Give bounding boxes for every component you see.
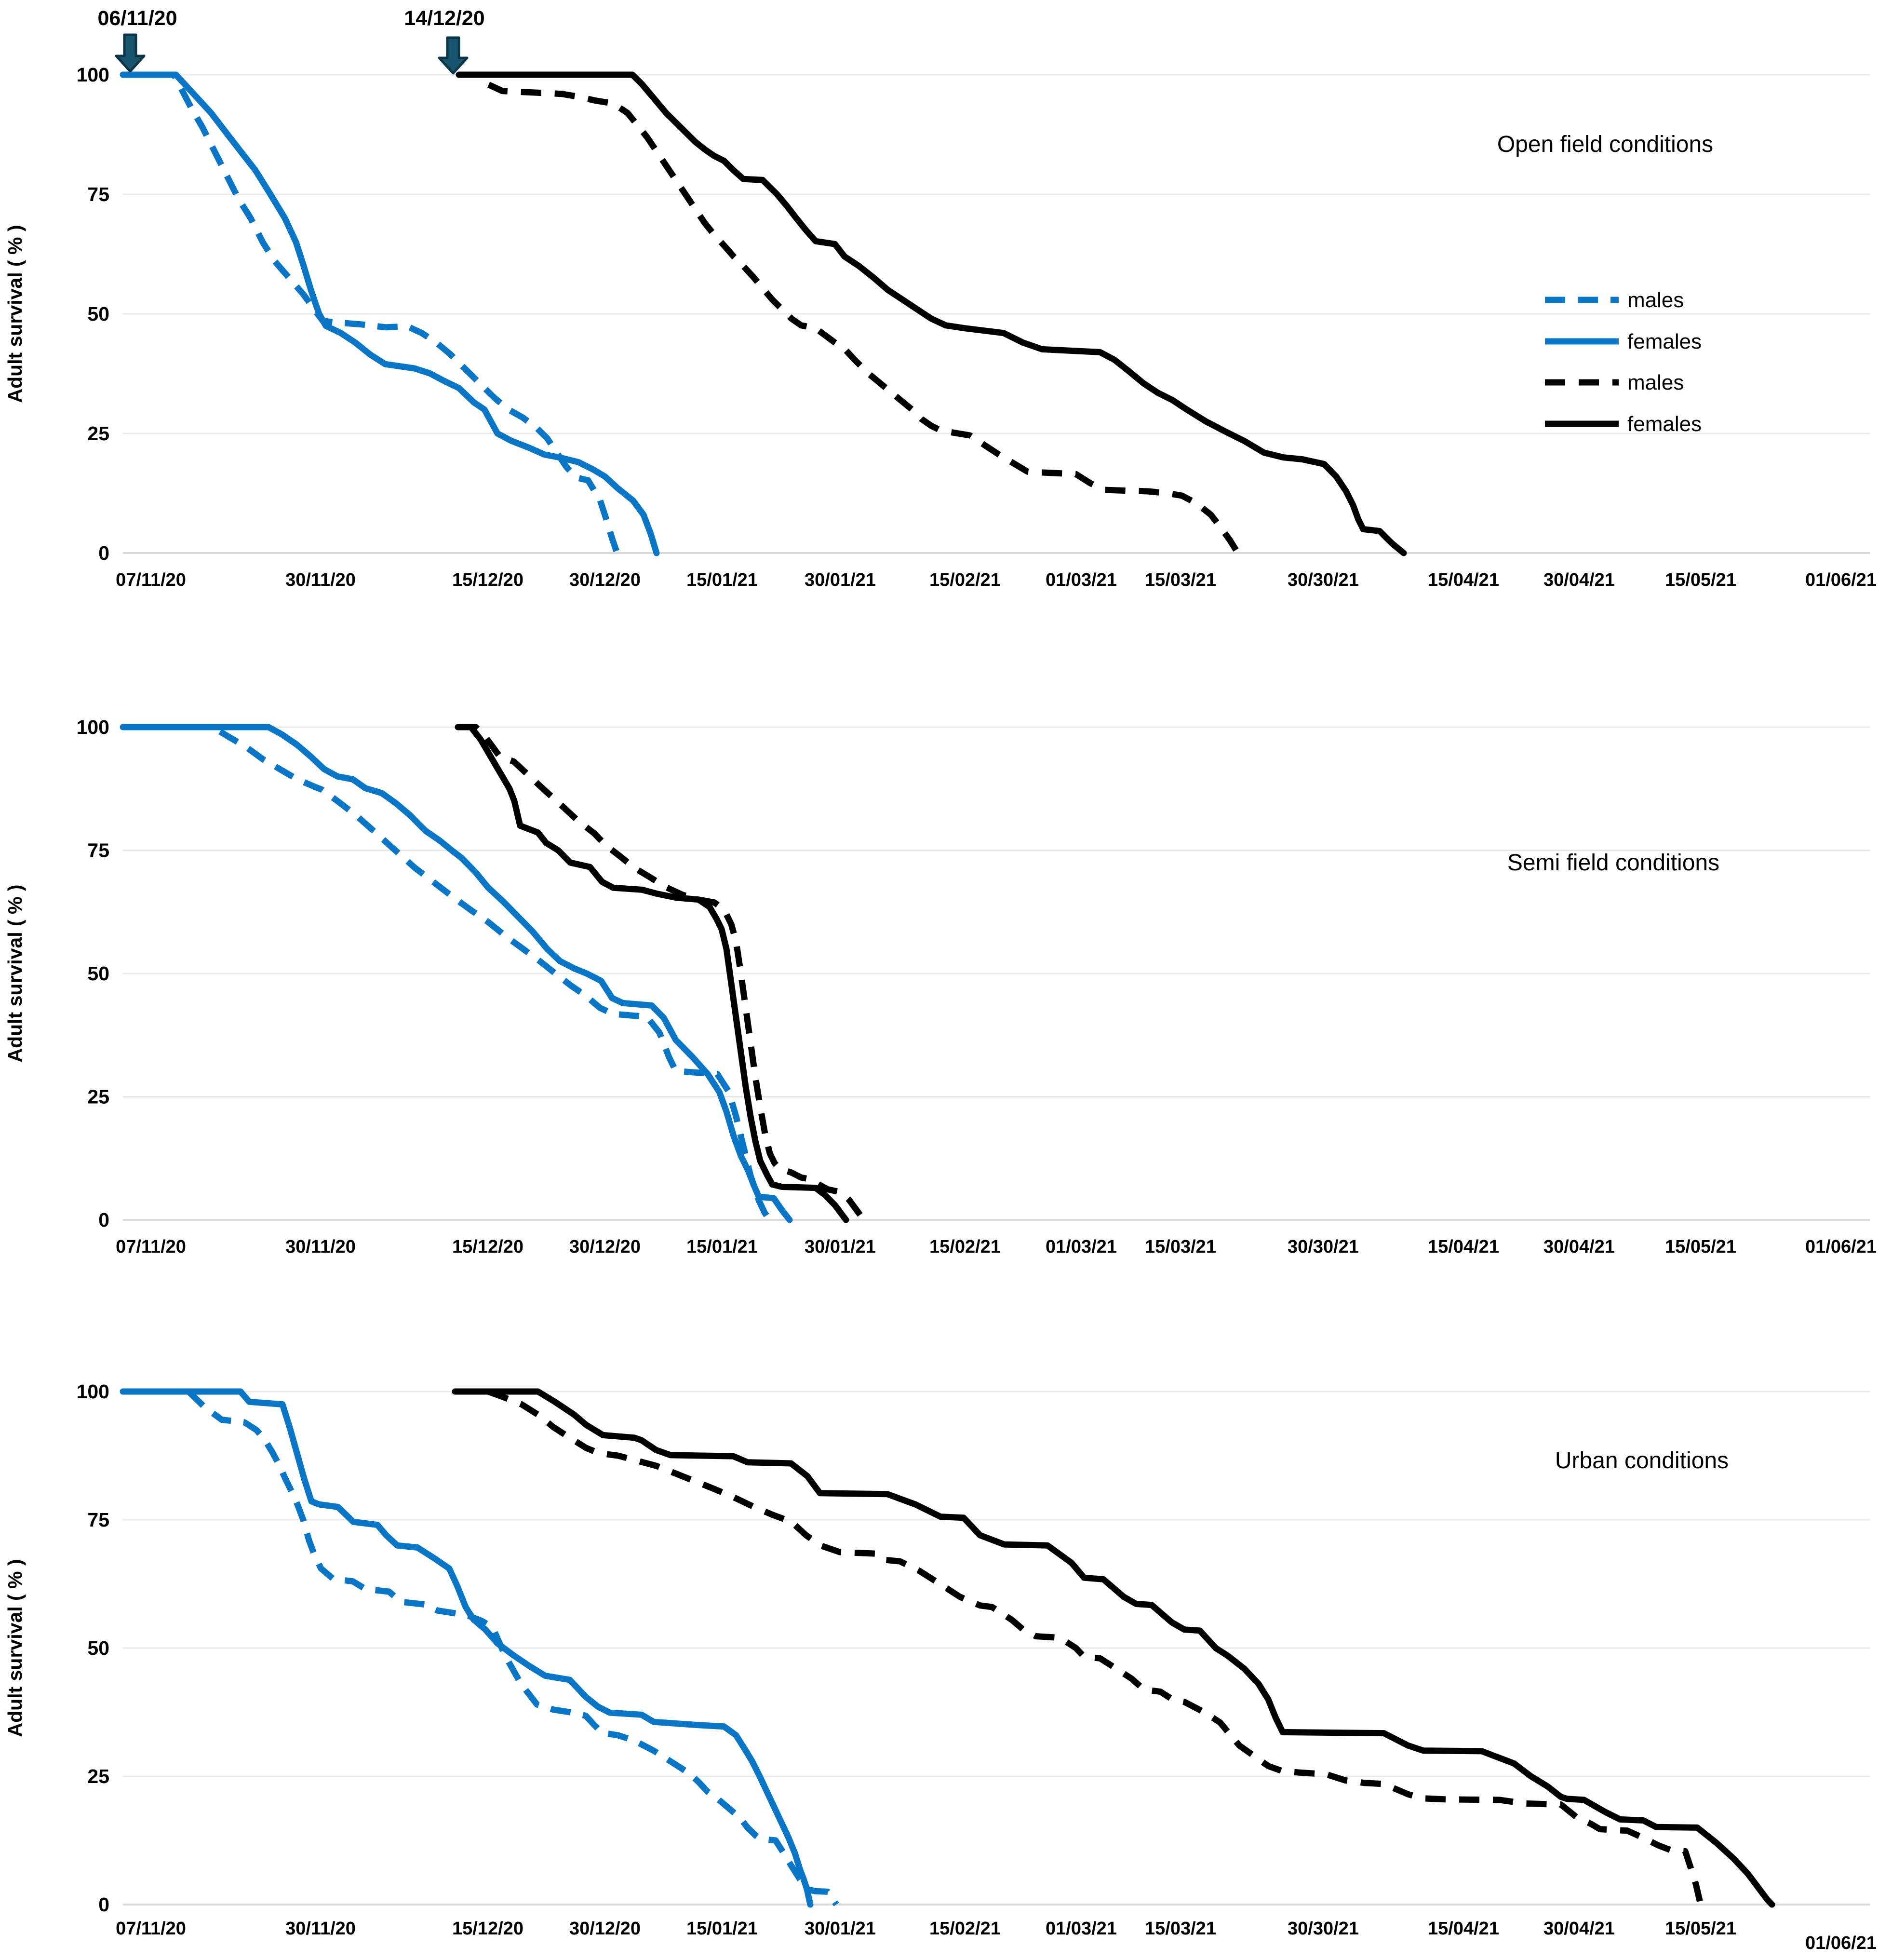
y-tick-label-100: 100 — [77, 716, 109, 738]
x-tick-label: 15/02/21 — [929, 1237, 1001, 1257]
legend-label-2: males — [1627, 371, 1684, 394]
series-urban-males-black — [455, 1388, 1704, 1906]
series-urban-females-blue — [120, 1388, 814, 1908]
x-tick-label: 07/11/20 — [116, 1237, 186, 1257]
y-tick-label-25: 25 — [87, 1086, 109, 1108]
series-open-field-females-blue — [120, 71, 660, 556]
y-tick-label-0: 0 — [98, 542, 109, 564]
y-tick-label-50: 50 — [87, 1637, 109, 1659]
x-tick-label: 30/30/21 — [1288, 1919, 1359, 1939]
down-arrow-icon-release-black — [438, 36, 469, 75]
series-semi-field-females-blue — [120, 724, 793, 1223]
y-tick-label-0: 0 — [98, 1209, 109, 1231]
x-tick-label: 15/12/20 — [452, 1237, 523, 1257]
series-urban-males-blue — [123, 1388, 839, 1906]
y-tick-label-75: 75 — [87, 839, 109, 862]
series-open-field-females-black — [456, 71, 1407, 556]
x-tick-label: 30/12/20 — [569, 1919, 641, 1939]
x-tick-label: 30/01/21 — [805, 570, 876, 590]
x-tick-label: 30/04/21 — [1543, 1237, 1615, 1257]
x-tick-label: 30/11/20 — [285, 570, 356, 590]
x-tick-label: 15/01/21 — [686, 1237, 758, 1257]
series-semi-field-males-black — [458, 724, 867, 1222]
y-tick-label-100: 100 — [77, 64, 109, 86]
x-tick-label: 15/04/21 — [1428, 1919, 1499, 1939]
x-tick-label: 15/01/21 — [686, 1919, 758, 1939]
x-tick-label: 30/01/21 — [805, 1237, 876, 1257]
x-tick-label: 15/05/21 — [1665, 1237, 1736, 1257]
x-tick-label: 15/12/20 — [452, 570, 523, 590]
x-tick-label: 15/03/21 — [1145, 1237, 1216, 1257]
y-tick-label-25: 25 — [87, 1765, 109, 1787]
x-tick-label: 15/05/21 — [1665, 1919, 1736, 1939]
x-tick-label: 01/03/21 — [1046, 1237, 1117, 1257]
chart-title-urban: Urban conditions — [1555, 1448, 1729, 1473]
y-axis-title: Adult survival ( % ) — [4, 884, 26, 1062]
series-urban-females-black — [452, 1388, 1775, 1908]
legend-label-1: females — [1627, 330, 1702, 353]
x-tick-label: 01/06/21 — [1805, 1237, 1877, 1257]
x-tick-label: 01/03/21 — [1046, 1919, 1117, 1939]
series-semi-field-females-black — [455, 724, 849, 1223]
annotation-label-release-black: 14/12/20 — [404, 7, 484, 30]
x-tick-label: 15/03/21 — [1145, 1919, 1216, 1939]
legend-label-3: females — [1627, 412, 1702, 436]
x-tick-label: 15/04/21 — [1428, 1237, 1499, 1257]
x-tick-label: 15/01/21 — [686, 570, 758, 590]
x-tick-label: 07/11/20 — [116, 1919, 186, 1939]
x-tick-label: 01/06/21 — [1805, 570, 1877, 590]
legend-label-0: males — [1627, 288, 1684, 312]
x-tick-label: 30/12/20 — [569, 1237, 641, 1257]
chart-title-semi-field: Semi field conditions — [1507, 850, 1719, 876]
x-tick-label: 15/02/21 — [929, 570, 1001, 590]
x-tick-label: 30/11/20 — [285, 1237, 356, 1257]
x-tick-label: 15/04/21 — [1428, 570, 1499, 590]
chart-title-open-field: Open field conditions — [1497, 132, 1713, 157]
x-tick-label: 15/03/21 — [1145, 570, 1216, 590]
x-tick-label: 30/30/21 — [1288, 1237, 1359, 1257]
x-tick-label: 07/11/20 — [116, 570, 186, 590]
x-tick-label: 30/04/21 — [1543, 1919, 1615, 1939]
x-tick-label: 30/01/21 — [805, 1919, 876, 1939]
y-axis-title: Adult survival ( % ) — [4, 1559, 26, 1737]
y-tick-label-0: 0 — [98, 1893, 109, 1916]
x-tick-label: 15/05/21 — [1665, 570, 1736, 590]
series-semi-field-males-blue — [123, 724, 772, 1222]
annotation-label-release-blue: 06/11/20 — [97, 7, 177, 30]
y-tick-label-25: 25 — [87, 422, 109, 445]
y-axis-title: Adult survival ( % ) — [4, 225, 26, 403]
x-tick-label: 01/03/21 — [1046, 570, 1117, 590]
x-tick-label: 30/11/20 — [285, 1919, 356, 1939]
x-tick-label: 30/12/20 — [569, 570, 641, 590]
series-open-field-males-blue — [124, 71, 620, 554]
y-tick-label-50: 50 — [87, 962, 109, 985]
y-tick-label-75: 75 — [87, 1509, 109, 1531]
down-arrow-icon-release-blue — [115, 33, 146, 73]
x-tick-label: 15/02/21 — [929, 1919, 1001, 1939]
series-open-field-males-black — [459, 71, 1241, 555]
y-tick-label-50: 50 — [87, 303, 109, 325]
x-tick-label: 01/06/21 — [1805, 1933, 1877, 1953]
x-tick-label: 30/30/21 — [1288, 570, 1359, 590]
y-tick-label-100: 100 — [77, 1380, 109, 1403]
y-tick-label-75: 75 — [87, 183, 109, 205]
x-tick-label: 15/12/20 — [452, 1919, 523, 1939]
x-tick-label: 30/04/21 — [1543, 570, 1615, 590]
